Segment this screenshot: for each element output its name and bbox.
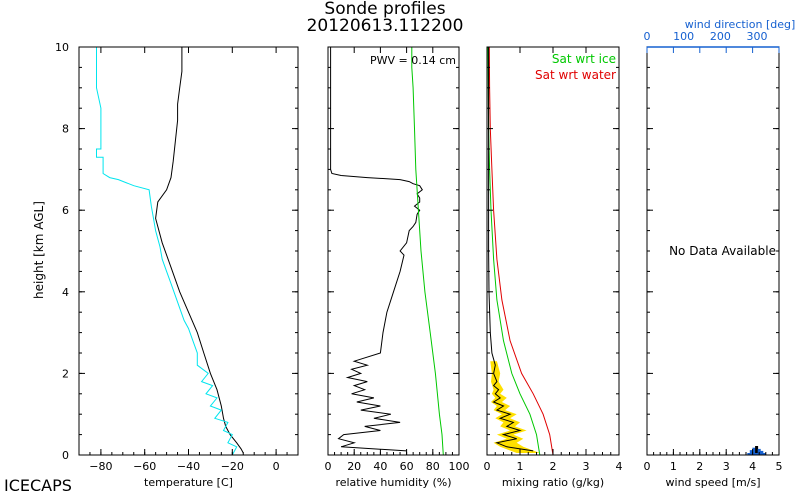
rh-xtick-label: 60	[400, 460, 414, 473]
legend-sat_ice: Sat wrt ice	[552, 52, 616, 66]
temperature-xlabel: temperature [C]	[144, 476, 233, 489]
wind-top-tick-label: 0	[644, 30, 651, 43]
ytick-label: 6	[62, 204, 69, 217]
mixing-xtick-label: 2	[550, 460, 557, 473]
mixing-series-mixing_measured	[488, 47, 534, 452]
temperature-xtick-label: 0	[273, 460, 280, 473]
rh-xlabel: relative humidity (%)	[335, 476, 451, 489]
temperature-xtick-label: −40	[177, 460, 200, 473]
ytick-label: 10	[55, 41, 69, 54]
wind-top-tick-label: 300	[747, 30, 768, 43]
no-data-annotation: No Data Available	[669, 244, 776, 258]
mixing-ratio-panel: 0 1 2 3 4 mixing ratio (g/kg) Sat wrt ice Sat w…	[484, 46, 623, 489]
mixing-xtick-label: 1	[517, 460, 524, 473]
ytick-label: 8	[62, 123, 69, 136]
rh-xtick-label: 80	[426, 460, 440, 473]
rh-xtick-label: 100	[449, 460, 470, 473]
temperature-xtick-label: −60	[133, 460, 156, 473]
relative-humidity-panel: 0 20 40 60 80 100 relative humidity (%) PWV = 0…	[325, 46, 470, 489]
rh-series-rh_measured	[330, 47, 423, 452]
mixing-xtick-label: 0	[484, 460, 491, 473]
rh-plot-frame	[327, 46, 460, 456]
figure-title-line2: 20120613.112200	[307, 16, 464, 36]
wind-top-tick-label: 100	[673, 30, 694, 43]
wind-top-tick-label: 200	[710, 30, 731, 43]
footer-label: ICECAPS	[4, 476, 72, 495]
wind-bar	[760, 450, 764, 455]
rh-xtick-label: 20	[347, 460, 361, 473]
mixing-xtick-label: 3	[583, 460, 590, 473]
y-axis-label: height [km AGL]	[32, 201, 46, 299]
rh-xtick-label: 40	[373, 460, 387, 473]
wind-xtick-label: 0	[644, 460, 651, 473]
mixing-xlabel: mixing ratio (g/kg)	[502, 476, 604, 489]
temperature-series-temperature	[155, 47, 244, 454]
pwv-annotation: PWV = 0.14 cm	[370, 54, 456, 67]
temperature-series-dewpoint	[96, 47, 238, 456]
legend-sat_water: Sat wrt water	[535, 68, 616, 82]
ytick-label: 0	[62, 449, 69, 462]
figure-title-line1: Sonde profiles	[324, 0, 445, 19]
wind-xtick-label: 1	[670, 460, 677, 473]
wind-xtick-label: 5	[776, 460, 783, 473]
temperature-plot-frame	[78, 46, 299, 456]
wind-xlabel: wind speed [m/s]	[666, 476, 761, 489]
wind-bar	[749, 450, 753, 455]
mixing-plot-frame	[486, 46, 620, 456]
mixing-uncertainty-band	[490, 361, 540, 453]
wind-xtick-label: 3	[723, 460, 730, 473]
wind-bar	[755, 446, 759, 455]
temperature-xtick-label: −80	[89, 460, 112, 473]
wind-xtick-label: 2	[696, 460, 703, 473]
temperature-panel: −80 −60 −40 −20 0 0 2 4 6 8 10 temperature [C]	[55, 41, 299, 489]
wind-panel: 0 1 2 3 4 5 wind speed [m/s] No Data Available 0…	[644, 18, 796, 489]
rh-series-rh_sat_ice	[411, 47, 444, 456]
mixing-xtick-label: 4	[616, 460, 623, 473]
ytick-label: 4	[62, 286, 69, 299]
temperature-xtick-label: −20	[221, 460, 244, 473]
wind-top-label: wind direction [deg]	[685, 18, 796, 31]
wind-bar	[752, 447, 756, 455]
rh-xtick-label: 0	[325, 460, 332, 473]
wind-xtick-label: 4	[749, 460, 756, 473]
ytick-label: 2	[62, 367, 69, 380]
wind-bar	[757, 448, 761, 455]
